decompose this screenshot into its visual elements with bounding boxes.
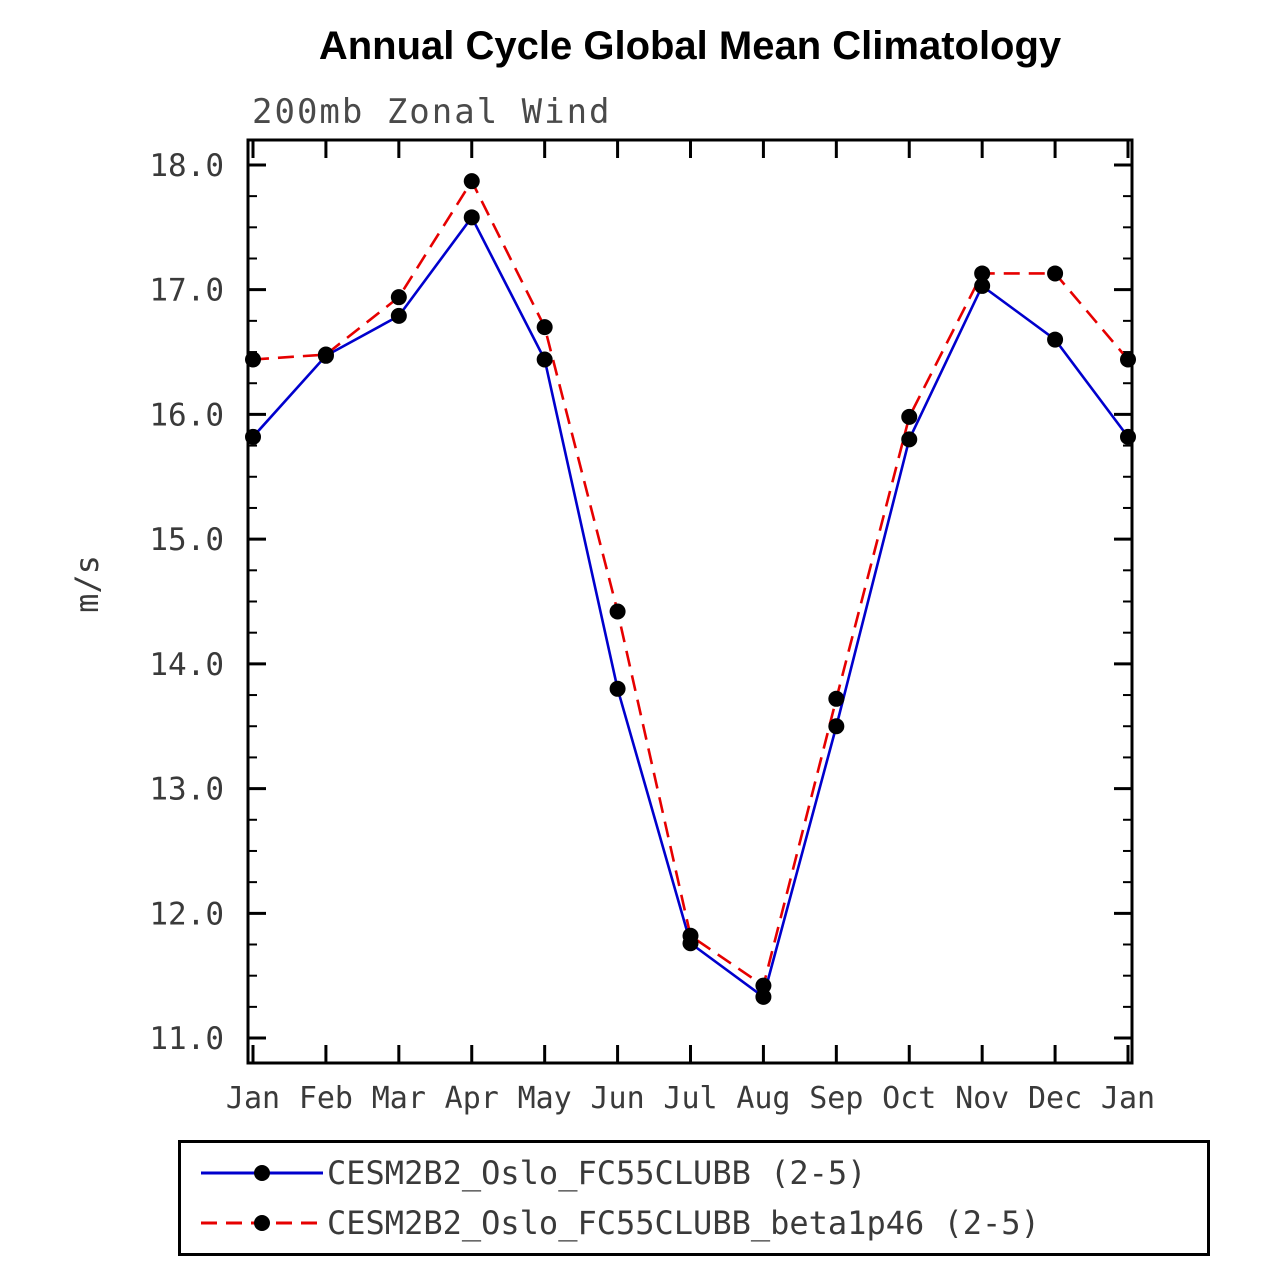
legend-item: CESM2B2_Oslo_FC55CLUBB_beta1p46 (2-5) — [199, 1198, 1207, 1248]
legend-label: CESM2B2_Oslo_FC55CLUBB (2-5) — [327, 1154, 867, 1192]
svg-text:17.0: 17.0 — [149, 273, 224, 309]
svg-text:Feb: Feb — [299, 1081, 353, 1116]
svg-text:Sep: Sep — [809, 1081, 863, 1116]
svg-text:14.0: 14.0 — [149, 647, 224, 683]
legend-line-sample-solid — [201, 1165, 323, 1181]
svg-text:Jan: Jan — [1101, 1081, 1155, 1116]
svg-text:11.0: 11.0 — [149, 1021, 224, 1057]
plot-area: 11.0 12.0 13.0 14.0 15.0 16.0 17.0 18.0 Jan Feb Ma… — [149, 138, 1155, 1116]
svg-text:Jul: Jul — [663, 1081, 717, 1116]
svg-text:Jan: Jan — [226, 1081, 280, 1116]
legend-label: CESM2B2_Oslo_FC55CLUBB_beta1p46 (2-5) — [327, 1204, 1040, 1242]
svg-text:18.0: 18.0 — [149, 148, 224, 184]
chart-title: Annual Cycle Global Mean Climatology — [318, 24, 1062, 68]
svg-text:13.0: 13.0 — [149, 772, 224, 808]
svg-text:16.0: 16.0 — [149, 397, 224, 433]
svg-text:Dec: Dec — [1028, 1081, 1082, 1116]
svg-text:Mar: Mar — [372, 1081, 426, 1116]
svg-text:Aug: Aug — [736, 1081, 790, 1116]
svg-text:12.0: 12.0 — [149, 896, 224, 932]
legend-line-sample-dashed — [201, 1215, 323, 1231]
chart-subtitle: 200mb Zonal Wind — [252, 92, 612, 132]
svg-text:Jun: Jun — [590, 1081, 644, 1116]
svg-text:Apr: Apr — [445, 1081, 499, 1116]
svg-text:Nov: Nov — [955, 1081, 1009, 1116]
legend: CESM2B2_Oslo_FC55CLUBB (2-5) CESM2B2_Osl… — [178, 1140, 1210, 1256]
svg-text:15.0: 15.0 — [149, 522, 224, 558]
legend-item: CESM2B2_Oslo_FC55CLUBB (2-5) — [199, 1148, 1207, 1198]
svg-text:May: May — [518, 1081, 572, 1116]
svg-text:Oct: Oct — [882, 1081, 936, 1116]
